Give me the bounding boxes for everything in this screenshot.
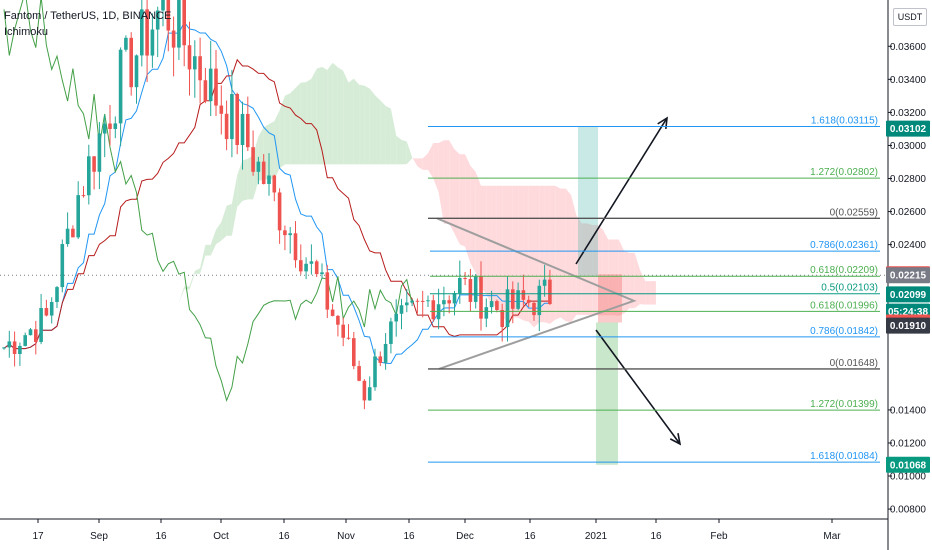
time-tick-label: 16: [650, 531, 662, 542]
time-tick-label: 2021: [585, 531, 608, 542]
time-tick-label: Feb: [710, 531, 728, 542]
svg-text:0.02215: 0.02215: [890, 271, 927, 282]
fib-level-label: 0(0.01648): [830, 358, 878, 369]
price-tick-label: 0.03200: [890, 108, 927, 119]
svg-text:0.03102: 0.03102: [890, 124, 927, 135]
price-tag: 0.01910: [886, 317, 930, 334]
time-tick-label: 16: [278, 531, 290, 542]
price-tick-label: 0.03400: [890, 75, 927, 86]
fib-level-label: 0.618(0.01996): [810, 300, 878, 311]
time-tick-label: Mar: [823, 531, 841, 542]
price-tick-label: 0.02400: [890, 240, 927, 251]
time-tick-label: 16: [403, 531, 415, 542]
time-axis[interactable]: 17 Sep 16 Oct 16 Nov 16 Dec 16 2021 16 Feb Mar: [32, 519, 841, 542]
price-tag: 0.02099: [886, 286, 930, 303]
time-tick-label: Oct: [213, 531, 229, 542]
price-tick-label: 0.01400: [890, 405, 927, 416]
time-tick-label: 16: [155, 531, 167, 542]
price-tick-label: 0.02800: [890, 174, 927, 185]
ichimoku-lines: [3, 0, 550, 402]
fib-level-label: 0.5(0.02103): [821, 283, 878, 294]
fib-level-label: 0.618(0.02209): [810, 265, 878, 276]
time-tick-label: 16: [524, 531, 536, 542]
time-tick-label: Nov: [337, 531, 355, 542]
long-position-target-zone[interactable]: [578, 126, 598, 277]
price-tick-label: 0.03600: [890, 42, 927, 53]
price-tag: 0.01068: [886, 456, 930, 473]
svg-text:0.01910: 0.01910: [890, 321, 927, 332]
svg-text:05:24:38: 05:24:38: [888, 307, 928, 318]
fib-level-label: 0.786(0.02361): [810, 240, 878, 251]
price-tag: 0.02215: [886, 267, 930, 284]
currency-button[interactable]: USDT: [893, 8, 927, 26]
time-tick-label: 17: [32, 531, 44, 542]
fib-level-label: 1.618(0.03115): [811, 115, 878, 126]
drawing-tools[interactable]: [436, 116, 682, 465]
short-position-target-zone[interactable]: [596, 322, 618, 465]
ichimoku-cloud: [120, 62, 656, 349]
fib-level-label: 0(0.02559): [830, 207, 878, 218]
candlestick-series: [2, 0, 552, 410]
time-tick-label: Sep: [90, 531, 108, 542]
price-tag: 0.03102: [886, 120, 930, 137]
bullish-arrow[interactable]: [575, 117, 668, 265]
indicator-legend[interactable]: Ichimoku: [4, 26, 49, 38]
bearish-arrow[interactable]: [595, 329, 681, 445]
svg-text:0.02099: 0.02099: [890, 290, 927, 301]
price-tick-label: 0.00800: [890, 505, 927, 516]
fib-level-label: 1.272(0.01399): [810, 399, 878, 410]
fibonacci-levels[interactable]: 1.618(0.03115) 1.272(0.02802) 0(0.02559) 0.…: [428, 115, 880, 463]
price-tick-label: 0.01200: [890, 438, 927, 449]
price-axis[interactable]: 0.03600 0.03400 0.03200 0.03000 0.02800 0.026…: [888, 42, 926, 516]
price-tick-label: 0.03000: [890, 141, 927, 152]
price-tick-label: 0.02600: [890, 207, 927, 218]
price-tags: 0.031020.022210.022150.0209905:24:380.01…: [886, 120, 930, 473]
time-tick-label: Dec: [456, 531, 474, 542]
position-stop-zone[interactable]: [598, 274, 622, 323]
svg-text:0.01068: 0.01068: [890, 460, 927, 471]
fib-level-label: 1.618(0.01084): [810, 451, 878, 462]
fib-level-label: 1.272(0.02802): [810, 167, 878, 178]
symbol-legend[interactable]: Fantom / TetherUS, 1D, BINANCE: [4, 10, 172, 22]
triangle-pattern[interactable]: [436, 217, 637, 370]
fib-level-label: 0.786(0.01842): [810, 326, 878, 337]
price-tick-label: 0.01000: [890, 472, 927, 483]
